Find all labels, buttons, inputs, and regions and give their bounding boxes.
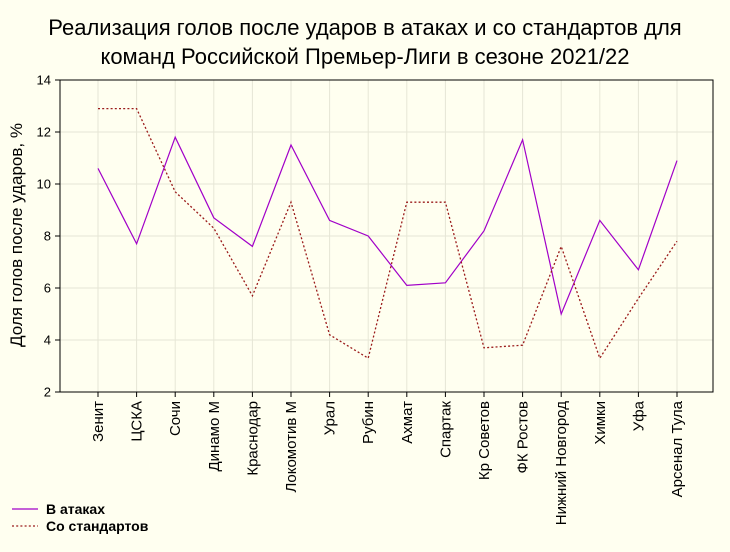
x-tick-label: Арсенал Тула xyxy=(669,400,686,497)
data-point xyxy=(329,334,331,336)
data-point xyxy=(483,230,485,232)
data-point xyxy=(444,282,446,284)
x-tick-label: Локомотив М xyxy=(283,401,300,492)
data-point xyxy=(290,201,292,203)
x-tick-label: Уфа xyxy=(630,400,647,431)
data-point xyxy=(290,144,292,146)
x-tick-label: Спартак xyxy=(437,401,454,458)
data-point xyxy=(522,344,524,346)
x-tick-label: Урал xyxy=(322,401,339,435)
series-line-1 xyxy=(98,107,678,360)
legend-label-0: В атаках xyxy=(46,501,105,517)
data-point xyxy=(676,240,678,242)
data-point xyxy=(483,347,485,349)
y-tick-label: 6 xyxy=(44,281,51,296)
y-tick-label: 4 xyxy=(44,333,51,348)
data-point xyxy=(213,217,215,219)
x-tick-label: Нижний Новгород xyxy=(553,401,570,525)
data-point xyxy=(637,269,639,271)
x-tick-label: Ахмат xyxy=(399,401,416,444)
data-point xyxy=(174,191,176,193)
data-point xyxy=(637,297,639,299)
y-axis: 2 4 6 8 10 12 14 xyxy=(37,73,60,400)
x-tick-label: Химки xyxy=(592,401,609,445)
y-tick-label: 14 xyxy=(37,73,51,88)
legend-label-1: Со стандартов xyxy=(46,518,149,534)
x-tick-label: Рубин xyxy=(360,401,377,444)
x-tick-label: Сочи xyxy=(167,401,184,436)
data-point xyxy=(136,108,138,110)
data-point xyxy=(599,357,601,359)
chart-title-line-1: Реализация голов после ударов в атаках и… xyxy=(48,15,681,40)
data-point xyxy=(367,235,369,237)
x-tick-label: Зенит xyxy=(90,401,107,442)
series-group xyxy=(97,107,678,360)
data-point xyxy=(676,160,678,162)
data-point xyxy=(251,295,253,297)
data-point xyxy=(97,167,99,169)
chart-title-line-2: команд Российской Премьер-Лиги в сезоне … xyxy=(100,44,629,69)
data-point xyxy=(406,201,408,203)
y-tick-label: 12 xyxy=(37,125,51,140)
series-line-0 xyxy=(97,135,678,316)
data-point xyxy=(136,243,138,245)
data-point xyxy=(329,219,331,221)
data-point xyxy=(444,201,446,203)
data-point xyxy=(251,245,253,247)
x-axis: Зенит ЦСКА Сочи Динамо М Краснодар Локомотив … xyxy=(90,392,686,525)
x-tick-label: ЦСКА xyxy=(129,401,146,442)
y-axis-label: Доля голов после ударов, % xyxy=(7,123,26,347)
data-point xyxy=(174,136,176,138)
y-tick-label: 2 xyxy=(44,385,51,400)
data-point xyxy=(560,245,562,247)
y-tick-label: 10 xyxy=(37,177,51,192)
x-tick-label: Кр Советов xyxy=(476,401,493,480)
data-point xyxy=(560,313,562,315)
y-tick-label: 8 xyxy=(44,229,51,244)
data-point xyxy=(213,227,215,229)
x-tick-label: Динамо М xyxy=(206,401,223,471)
data-point xyxy=(97,108,99,110)
x-tick-label: ФК Ростов xyxy=(515,401,532,474)
data-point xyxy=(599,219,601,221)
x-tick-label: Краснодар xyxy=(244,401,261,476)
data-point xyxy=(406,284,408,286)
data-point xyxy=(367,357,369,359)
grid xyxy=(60,80,713,392)
data-point xyxy=(522,139,524,141)
